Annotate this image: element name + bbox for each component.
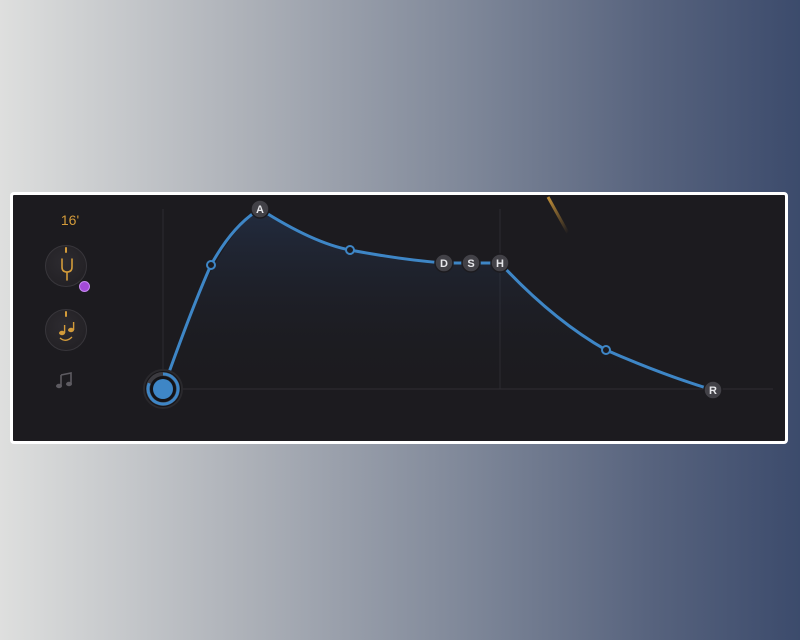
release-handle-label: R [709, 385, 717, 397]
envelope-panel: 16' [10, 192, 788, 444]
envelope-graph[interactable]: A D S H R [13, 195, 785, 441]
release-handle[interactable]: R [703, 380, 723, 400]
modulation-indicator[interactable] [79, 281, 90, 292]
envelope-fill [163, 209, 713, 390]
attack-handle[interactable]: A [250, 199, 270, 219]
tied-notes-icon [59, 322, 75, 341]
sustain-handle[interactable]: S [461, 253, 481, 273]
knob-indicator [65, 311, 67, 317]
attack-curve-handle[interactable] [206, 260, 216, 270]
hold-handle[interactable]: H [490, 253, 510, 273]
tuning-fork-icon [61, 258, 73, 281]
sustain-handle-label: S [467, 258, 474, 270]
start-handle[interactable] [143, 369, 183, 409]
hold-handle-label: H [496, 258, 504, 270]
knob-indicator [65, 247, 67, 253]
octave-label: 16' [60, 212, 80, 228]
attack-handle-label: A [256, 204, 264, 216]
decay-handle[interactable]: D [434, 253, 454, 273]
decay-curve-handle[interactable] [345, 245, 355, 255]
release-curve-handle[interactable] [601, 345, 611, 355]
music-note-icon[interactable] [55, 371, 77, 391]
decay-handle-label: D [440, 258, 448, 270]
tune-knob[interactable] [45, 245, 87, 287]
playhead-indicator [546, 196, 570, 234]
glide-knob[interactable] [45, 309, 87, 351]
